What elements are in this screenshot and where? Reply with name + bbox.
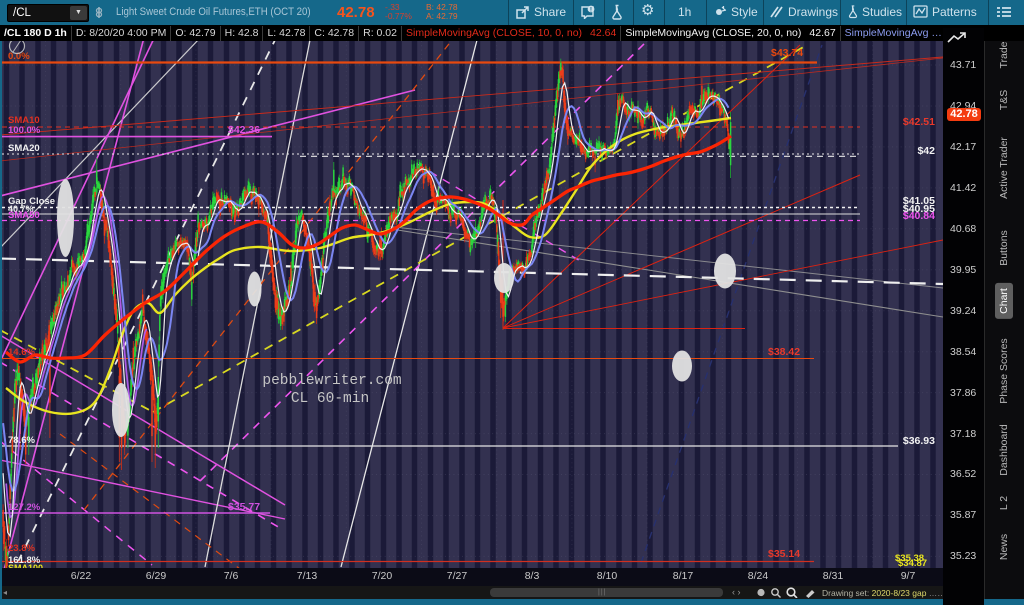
svg-text:$40.84: $40.84: [903, 210, 935, 222]
svg-text:14.6%: 14.6%: [8, 347, 35, 358]
svg-text:CL 60-min: CL 60-min: [291, 391, 369, 407]
svg-text:$36.93: $36.93: [903, 435, 935, 447]
svg-text:Gap Close: Gap Close: [8, 196, 55, 207]
svg-text:$38.42: $38.42: [768, 346, 800, 358]
svg-text:SMA50: SMA50: [8, 210, 40, 221]
svg-text:$35.38: $35.38: [895, 553, 924, 564]
svg-text:SMA10: SMA10: [8, 115, 40, 126]
svg-text:0.0%: 0.0%: [8, 51, 30, 62]
svg-text:$42: $42: [917, 145, 935, 157]
svg-text:$43.74: $43.74: [771, 47, 803, 59]
svg-text:78.6%: 78.6%: [8, 435, 35, 446]
svg-text:SMA20: SMA20: [8, 143, 40, 154]
svg-text:!: !: [590, 7, 592, 14]
svg-text:127.2%: 127.2%: [8, 502, 41, 513]
svg-text:pebblewriter.com: pebblewriter.com: [262, 373, 401, 389]
svg-text:$40.95: $40.95: [903, 203, 935, 215]
svg-text:40.7%: 40.7%: [8, 204, 34, 214]
svg-text:23.8%: 23.8%: [8, 543, 35, 554]
svg-text:$42.51: $42.51: [903, 116, 935, 128]
svg-text:$35.14: $35.14: [768, 548, 800, 560]
svg-text:100.0%: 100.0%: [8, 125, 41, 136]
svg-text:$41.05: $41.05: [903, 195, 935, 207]
svg-text:SMA100: SMA100: [8, 563, 43, 573]
svg-text:$34.87: $34.87: [898, 558, 927, 569]
svg-text:161.8%: 161.8%: [8, 555, 41, 566]
svg-text:$42.36: $42.36: [228, 124, 260, 136]
svg-text:$35.77: $35.77: [228, 501, 260, 513]
